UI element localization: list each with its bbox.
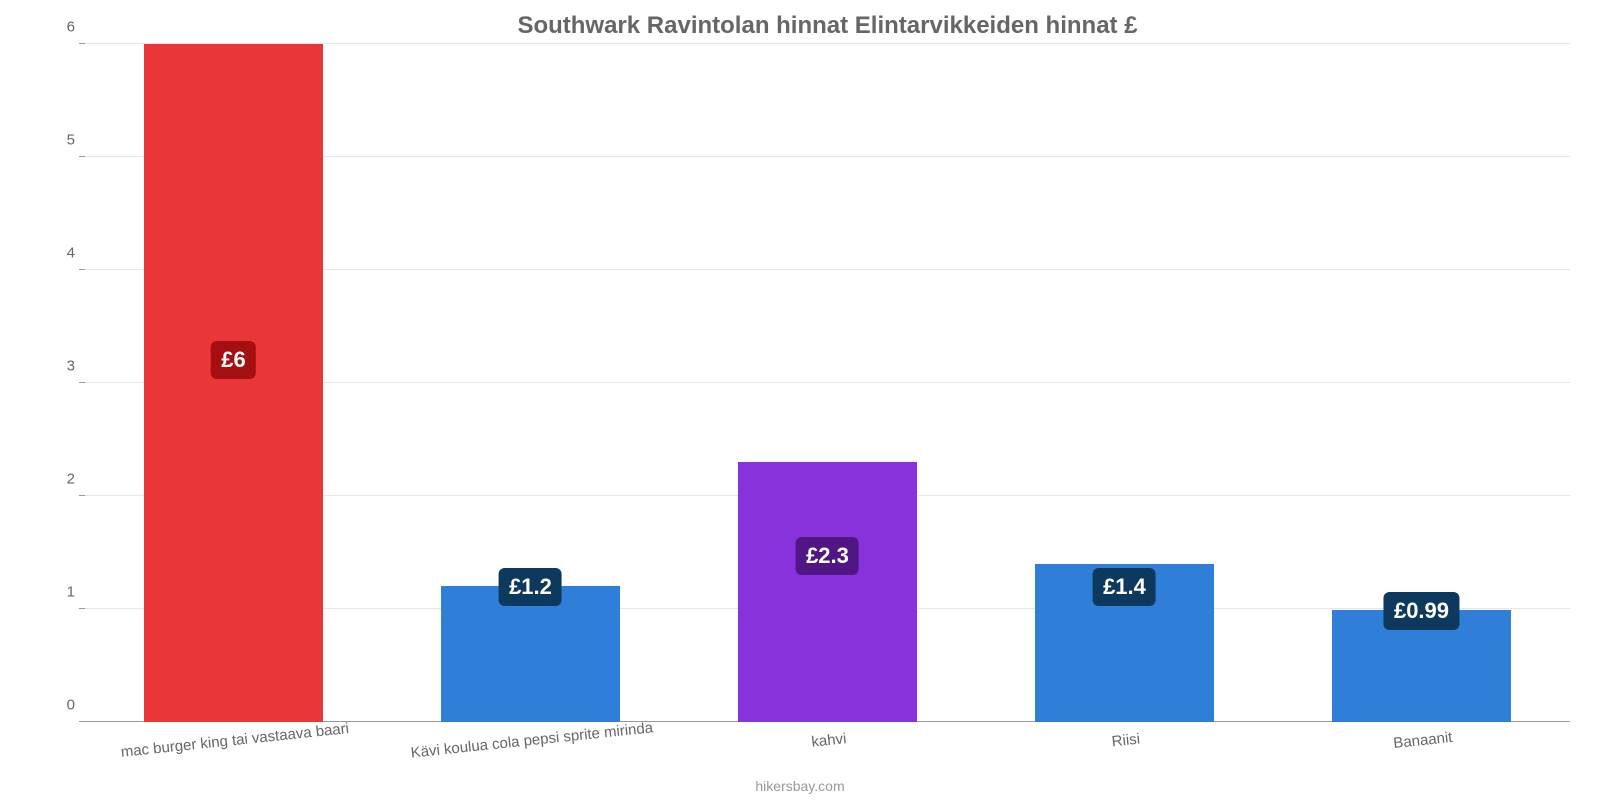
y-tick-mark [79, 382, 85, 383]
value-badge: £6 [211, 341, 255, 379]
y-tick-label: 5 [67, 132, 85, 149]
value-badge: £2.3 [796, 537, 859, 575]
bar: £6 [144, 44, 322, 722]
x-axis-label: mac burger king tai vastaava baari [119, 720, 349, 761]
bar: £1.2 [441, 586, 619, 722]
y-tick-label: 3 [67, 358, 85, 375]
y-tick-label: 0 [67, 697, 85, 714]
x-axis-label: Riisi [1110, 731, 1140, 751]
x-axis-label: Kävi koulua cola pepsi sprite mirinda [409, 719, 653, 761]
plot-area: 0123456£6mac burger king tai vastaava ba… [85, 44, 1570, 722]
bar-chart: Southwark Ravintolan hinnat Elintarvikke… [0, 0, 1600, 800]
y-tick-label: 4 [67, 245, 85, 262]
value-badge: £0.99 [1384, 592, 1459, 630]
y-tick-mark [79, 608, 85, 609]
y-tick-mark [79, 269, 85, 270]
source-label: hikersbay.com [0, 778, 1600, 794]
value-badge: £1.4 [1093, 568, 1156, 606]
y-tick-label: 1 [67, 584, 85, 601]
bar: £0.99 [1332, 610, 1510, 722]
y-tick-mark [79, 156, 85, 157]
y-tick-mark [79, 721, 85, 722]
chart-title: Southwark Ravintolan hinnat Elintarvikke… [85, 12, 1570, 40]
bar: £1.4 [1035, 564, 1213, 722]
x-axis-label: kahvi [810, 730, 847, 751]
y-tick-label: 2 [67, 471, 85, 488]
value-badge: £1.2 [499, 568, 562, 606]
x-axis-label: Banaanit [1392, 729, 1453, 752]
y-tick-label: 6 [67, 19, 85, 36]
y-tick-mark [79, 43, 85, 44]
bar: £2.3 [738, 462, 916, 722]
y-tick-mark [79, 495, 85, 496]
